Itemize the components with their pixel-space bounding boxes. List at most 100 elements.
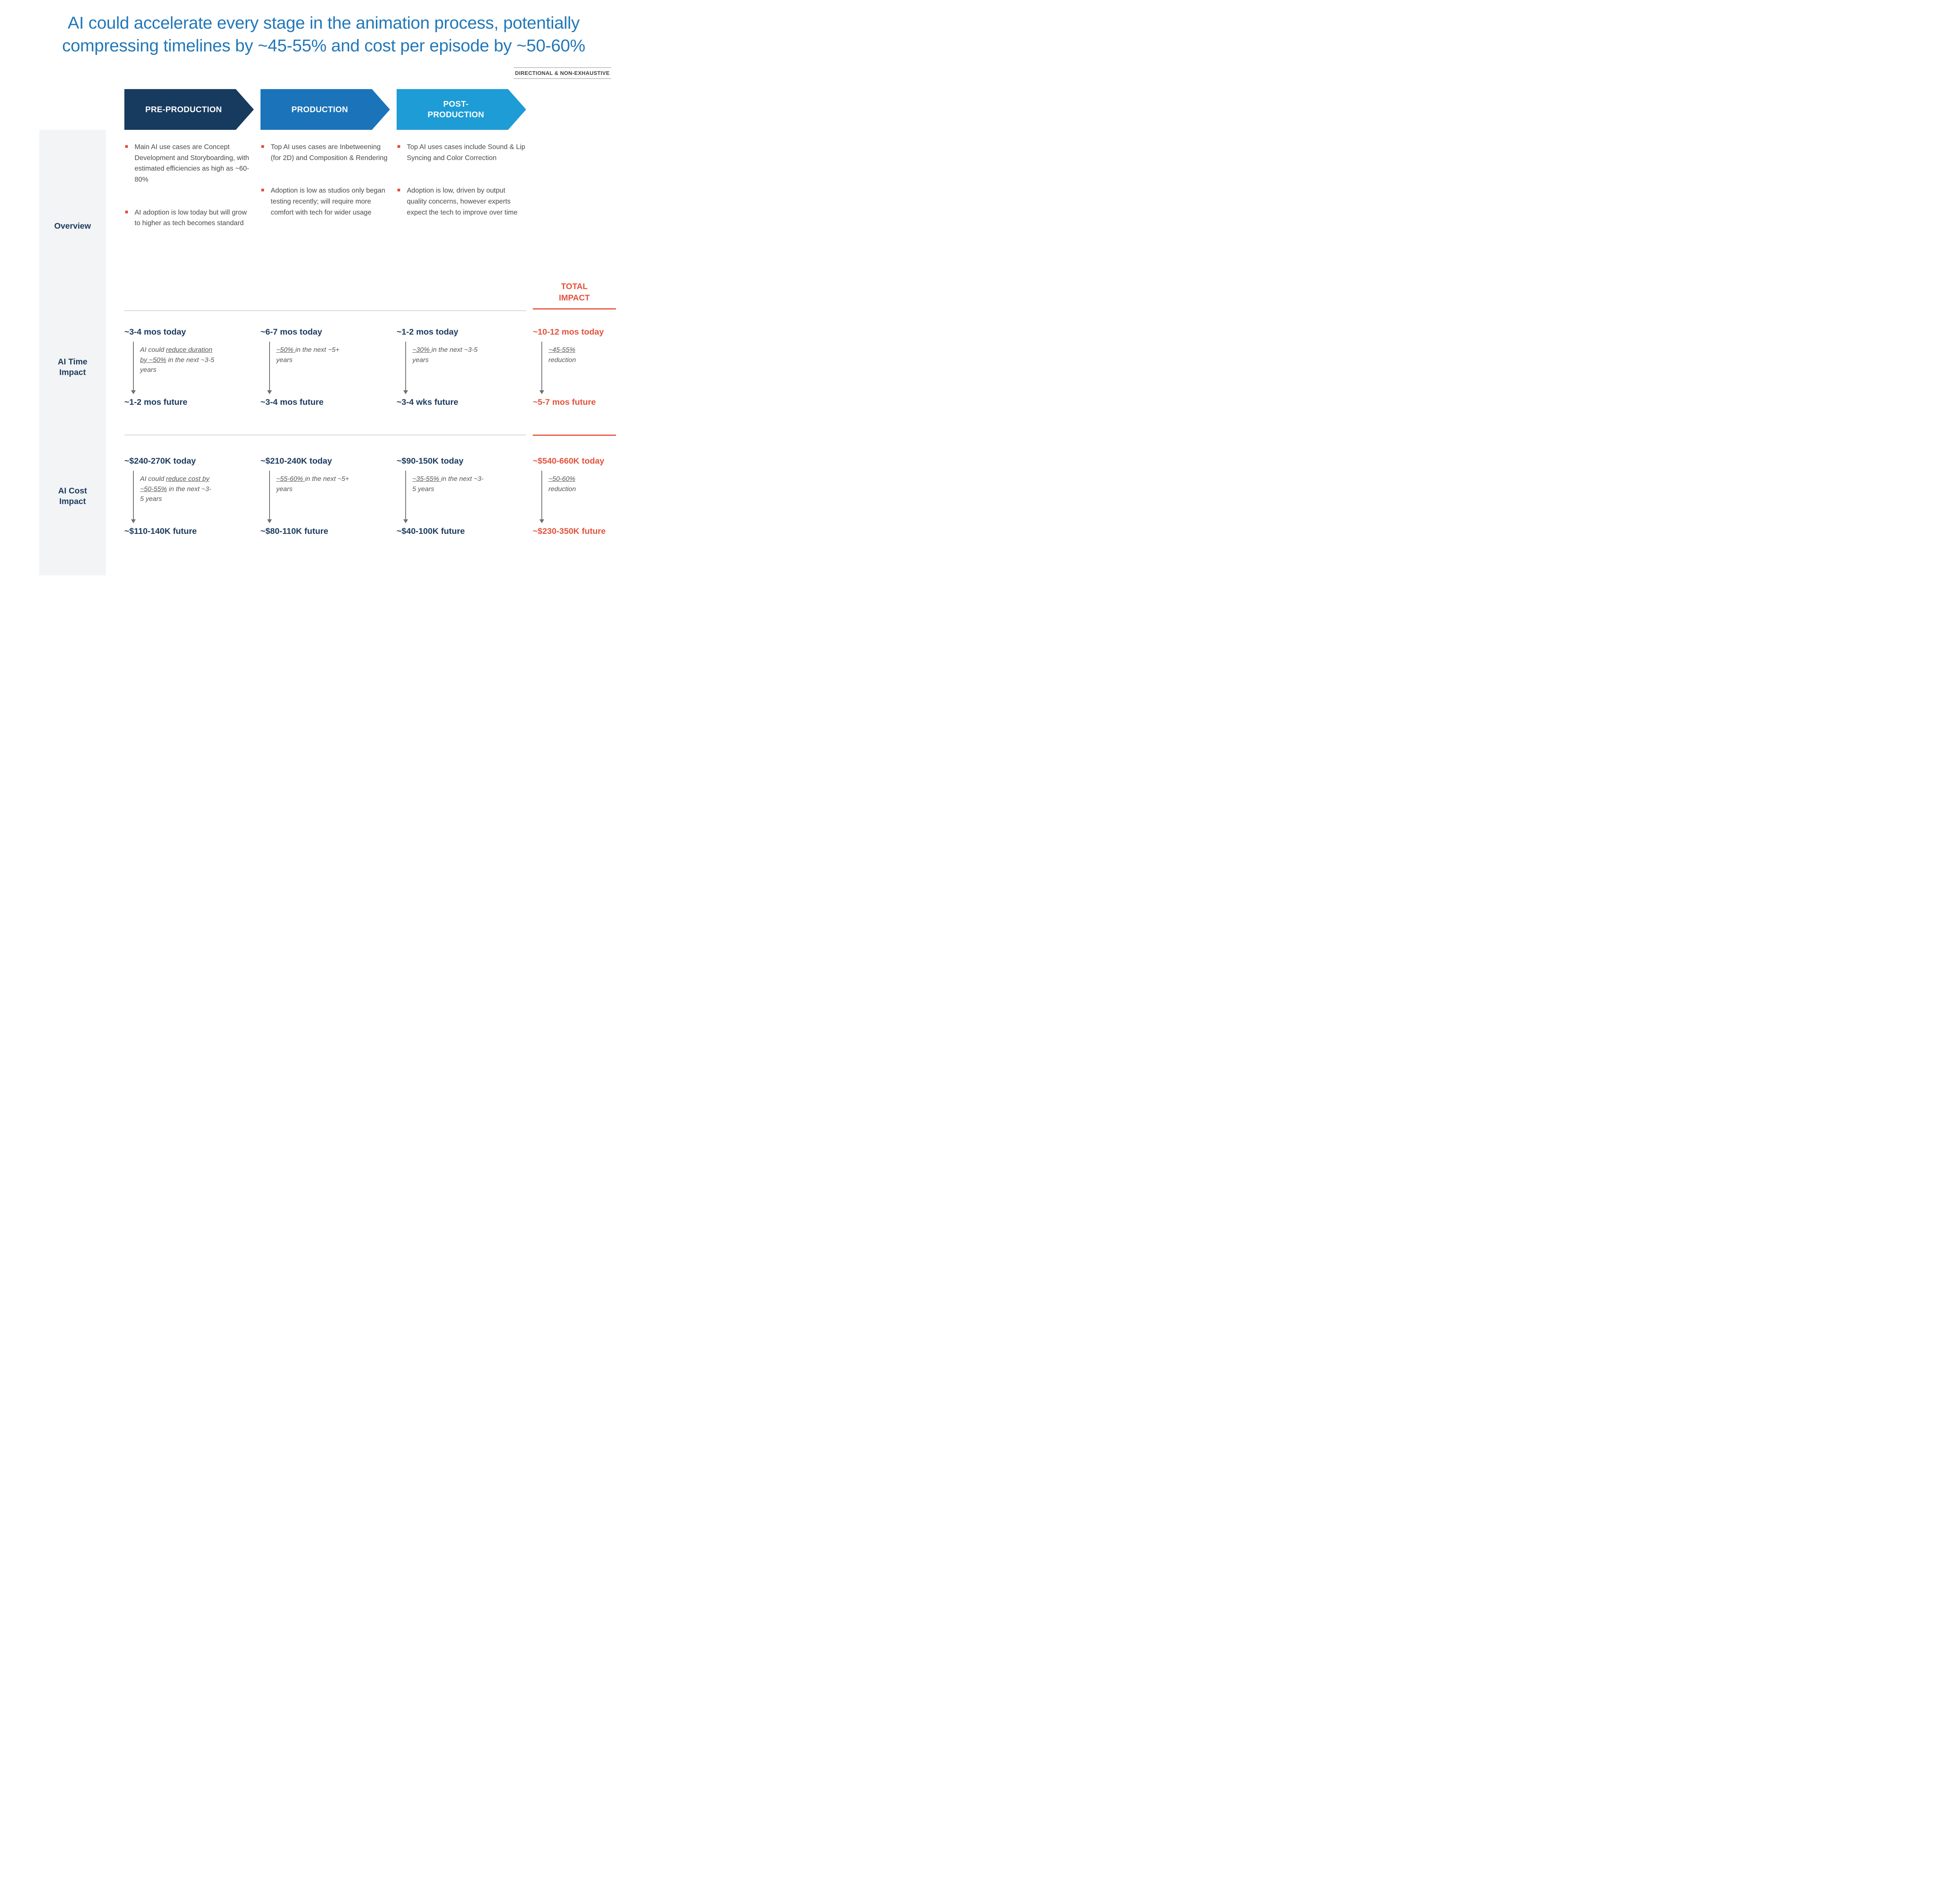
stage-chevron-production: PRODUCTION xyxy=(261,89,390,130)
slide: AI could accelerate every stage in the a… xyxy=(0,0,647,635)
bullet-item: AI adoption is low today but will grow t… xyxy=(124,207,254,229)
cost-cell-pre-production: ~$240-270K today AI could reduce cost by… xyxy=(124,456,254,536)
bullet-text: Adoption is low, driven by output qualit… xyxy=(407,186,518,216)
time-cell-pre-production: ~3-4 mos today AI could reduce duration … xyxy=(124,327,254,407)
note-text: in the next ~5+ years xyxy=(276,475,349,493)
down-arrow-icon xyxy=(539,471,544,524)
reduction-note: ~50% in the next ~5+ years xyxy=(276,342,351,393)
disclaimer-row: DIRECTIONAL & NON-EXHAUSTIVE xyxy=(0,67,647,79)
divider-2 xyxy=(0,435,647,436)
time-cell-total: ~10-12 mos today ~45-55% reduction ~5-7 … xyxy=(533,327,623,407)
down-arrow-icon xyxy=(131,471,136,524)
reduction-annotation: ~30% in the next ~3-5 years xyxy=(397,342,526,395)
cost-cell-post-production: ~$90-150K today ~35-55% in the next ~3-5… xyxy=(397,456,526,536)
reduction-annotation: ~45-55% reduction xyxy=(533,342,623,395)
note-underlined-text: ~30% xyxy=(412,346,432,354)
stage-label-production: PRODUCTION xyxy=(291,105,348,114)
stage-chevron-pre-production: PRE-PRODUCTION xyxy=(124,89,254,130)
disclaimer-label: DIRECTIONAL & NON-EXHAUSTIVE xyxy=(513,67,611,79)
row-label-overview: Overview xyxy=(39,142,106,310)
future-value: ~$40-100K future xyxy=(397,526,465,536)
reduction-annotation: ~50% in the next ~5+ years xyxy=(261,342,390,395)
bullet-square-icon xyxy=(397,145,400,148)
note-text: in the next ~3-5 years xyxy=(412,475,484,493)
note-text: in the next ~3-5 years xyxy=(412,346,478,364)
note-underlined-text: reduce cost by ~50-55% xyxy=(140,475,210,493)
overview-cell-post-production: Top AI uses cases include Sound & Lip Sy… xyxy=(397,142,526,218)
overview-row: Overview Main AI use cases are Concept D… xyxy=(0,130,647,310)
bullet-square-icon xyxy=(125,210,128,213)
down-arrow-icon xyxy=(267,471,272,524)
bullet-square-icon xyxy=(125,145,128,148)
note-text: in the next ~3-5 years xyxy=(140,485,211,503)
reduction-note: AI could reduce duration by ~50% in the … xyxy=(140,342,215,393)
reduction-annotation: ~35-55% in the next ~3-5 years xyxy=(397,471,526,524)
reduction-note: ~35-55% in the next ~3-5 years xyxy=(412,471,487,522)
total-impact-underline xyxy=(533,308,616,310)
future-value: ~$110-140K future xyxy=(124,526,197,536)
time-impact-row: AI Time Impact ~3-4 mos today AI could r… xyxy=(0,311,647,435)
bullet-text: Adoption is low as studios only began te… xyxy=(271,186,385,216)
today-value: ~$240-270K today xyxy=(124,456,196,466)
reduction-annotation: ~55-60% in the next ~5+ years xyxy=(261,471,390,524)
today-value: ~$540-660K today xyxy=(533,456,605,466)
stage-label-pre-production: PRE-PRODUCTION xyxy=(145,105,222,114)
down-arrow-icon xyxy=(403,342,408,395)
divider-line xyxy=(124,310,526,311)
bullet-square-icon xyxy=(397,189,400,192)
reduction-note: ~30% in the next ~3-5 years xyxy=(412,342,487,393)
today-value: ~$210-240K today xyxy=(261,456,332,466)
note-underlined-text: ~45-55% xyxy=(548,346,576,354)
overview-cell-pre-production: Main AI use cases are Concept Developmen… xyxy=(124,142,254,229)
bullet-item: Adoption is low, driven by output qualit… xyxy=(397,185,526,218)
reduction-note: AI could reduce cost by ~50-55% in the n… xyxy=(140,471,215,522)
overview-cell-production: Top AI uses cases are Inbetweening (for … xyxy=(261,142,390,218)
reduction-annotation: AI could reduce duration by ~50% in the … xyxy=(124,342,254,395)
total-column-divider xyxy=(533,435,616,436)
time-cell-post-production: ~1-2 mos today ~30% in the next ~3-5 yea… xyxy=(397,327,526,407)
stage-label-post-production: POST- PRODUCTION xyxy=(427,99,485,120)
bullet-text: Main AI use cases are Concept Developmen… xyxy=(135,143,249,184)
note-text: in the next ~3-5 years xyxy=(140,356,215,374)
future-value: ~1-2 mos future xyxy=(124,397,188,407)
cost-cell-total: ~$540-660K today ~50-60% reduction ~$230… xyxy=(533,456,623,536)
reduction-note: ~55-60% in the next ~5+ years xyxy=(276,471,351,522)
bullet-item: Top AI uses cases are Inbetweening (for … xyxy=(261,142,390,163)
reduction-note: ~50-60% reduction xyxy=(548,471,576,522)
reduction-note: ~45-55% reduction xyxy=(548,342,576,393)
today-value: ~6-7 mos today xyxy=(261,327,322,337)
today-value: ~$90-150K today xyxy=(397,456,464,466)
bullet-item: Top AI uses cases include Sound & Lip Sy… xyxy=(397,142,526,163)
row-label-text: Overview xyxy=(54,221,91,231)
total-impact-header: TOTAL IMPACT xyxy=(559,282,590,302)
bullet-item: Adoption is low as studios only began te… xyxy=(261,185,390,218)
note-text: reduction xyxy=(548,356,576,364)
note-text: in the next ~5+ years xyxy=(276,346,340,364)
note-underlined-text: ~50-60% xyxy=(548,475,576,483)
note-text: AI could xyxy=(140,346,166,354)
reduction-annotation: AI could reduce cost by ~50-55% in the n… xyxy=(124,471,254,524)
today-value: ~1-2 mos today xyxy=(397,327,459,337)
note-text: reduction xyxy=(548,485,576,493)
time-cell-production: ~6-7 mos today ~50% in the next ~5+ year… xyxy=(261,327,390,407)
row-label-time-impact: AI Time Impact xyxy=(39,327,106,407)
note-underlined-text: reduce duration by ~50% xyxy=(140,346,213,364)
page-title: AI could accelerate every stage in the a… xyxy=(62,13,585,56)
stage-chevron-post-production: POST- PRODUCTION xyxy=(397,89,526,130)
bullet-square-icon xyxy=(261,189,264,192)
today-value: ~10-12 mos today xyxy=(533,327,604,337)
down-arrow-icon xyxy=(539,342,544,395)
row-label-cost-impact: AI Cost Impact xyxy=(39,456,106,536)
row-label-text: AI Cost Impact xyxy=(58,486,87,506)
matrix-body: Overview Main AI use cases are Concept D… xyxy=(0,130,647,576)
bullet-text: Top AI uses cases are Inbetweening (for … xyxy=(271,143,388,162)
down-arrow-icon xyxy=(403,471,408,524)
future-value: ~3-4 wks future xyxy=(397,397,459,407)
note-underlined-text: ~35-55% xyxy=(412,475,441,483)
future-value: ~5-7 mos future xyxy=(533,397,596,407)
row-label-band xyxy=(39,130,106,576)
note-underlined-text: ~55-60% xyxy=(276,475,305,483)
down-arrow-icon xyxy=(131,342,136,395)
note-underlined-text: ~50% xyxy=(276,346,295,354)
future-value: ~3-4 mos future xyxy=(261,397,324,407)
